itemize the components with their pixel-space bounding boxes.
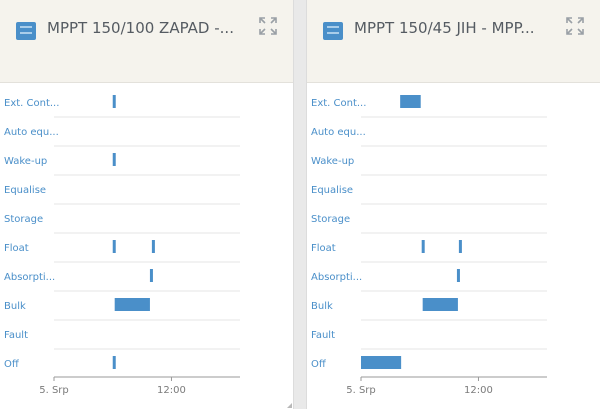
solar-charger-icon <box>16 22 36 40</box>
row-label-off: Off <box>4 359 20 370</box>
solar-charger-icon <box>323 22 343 40</box>
expand-icon[interactable] <box>259 17 277 35</box>
chart-panel-jih: MPPT 150/45 JIH - MPP... Ext. Cont... Aut… <box>306 0 600 409</box>
row-label-absorpti: Absorpti... <box>4 272 55 283</box>
state-bar-absorpti <box>456 269 460 282</box>
row-label-float: Float <box>4 243 29 254</box>
row-label-bulk: Bulk <box>311 301 333 312</box>
state-bar-ext-cont <box>112 95 116 108</box>
row-label-equalise: Equalise <box>4 185 46 196</box>
row-label-equalise: Equalise <box>311 185 353 196</box>
state-chart-svg: Ext. Cont... Auto equ... Wake-up Equalise St… <box>4 95 240 396</box>
state-chart: Ext. Cont... Auto equ... Wake-up Equalise St… <box>0 82 293 409</box>
state-bar-bulk <box>422 298 458 311</box>
row-label-ext-cont: Ext. Cont... <box>4 98 59 109</box>
row-label-storage: Storage <box>4 214 43 225</box>
x-tick-label: 5. Srp <box>346 385 376 396</box>
expand-icon[interactable] <box>566 17 584 35</box>
state-bar-float <box>112 240 116 253</box>
row-label-auto-equ: Auto equ... <box>311 127 366 138</box>
panel-header: MPPT 150/100 ZAPAD -... <box>0 0 293 83</box>
row-label-absorpti: Absorpti... <box>311 272 362 283</box>
panel-title: MPPT 150/45 JIH - MPP... <box>354 19 535 37</box>
row-label-ext-cont: Ext. Cont... <box>311 98 366 109</box>
state-chart-svg: Ext. Cont... Auto equ... Wake-up Equalise St… <box>311 95 547 396</box>
row-label-off: Off <box>311 359 327 370</box>
panel-title: MPPT 150/100 ZAPAD -... <box>47 19 234 37</box>
state-bar-float <box>151 240 155 253</box>
state-bar-ext-cont <box>400 95 421 108</box>
row-label-bulk: Bulk <box>4 301 26 312</box>
panel-header: MPPT 150/45 JIH - MPP... <box>307 0 600 83</box>
x-tick-label: 12:00 <box>157 385 186 396</box>
row-label-wake-up: Wake-up <box>4 156 47 167</box>
row-label-auto-equ: Auto equ... <box>4 127 59 138</box>
row-label-wake-up: Wake-up <box>311 156 354 167</box>
resize-handle[interactable] <box>287 403 292 408</box>
state-bar-absorpti <box>149 269 153 282</box>
row-label-float: Float <box>311 243 336 254</box>
state-bar-float <box>421 240 425 253</box>
row-label-fault: Fault <box>311 330 335 341</box>
chart-panel-zapad: MPPT 150/100 ZAPAD -... Ext. Cont... Auto… <box>0 0 294 409</box>
state-bar-off <box>361 356 402 369</box>
row-label-storage: Storage <box>311 214 350 225</box>
state-bar-wake-up <box>112 153 116 166</box>
x-tick-label: 5. Srp <box>39 385 69 396</box>
state-bar-bulk <box>114 298 150 311</box>
state-bar-float <box>458 240 462 253</box>
state-bar-off <box>112 356 116 369</box>
row-label-fault: Fault <box>4 330 28 341</box>
state-chart: Ext. Cont... Auto equ... Wake-up Equalise St… <box>307 82 600 409</box>
x-tick-label: 12:00 <box>464 385 493 396</box>
